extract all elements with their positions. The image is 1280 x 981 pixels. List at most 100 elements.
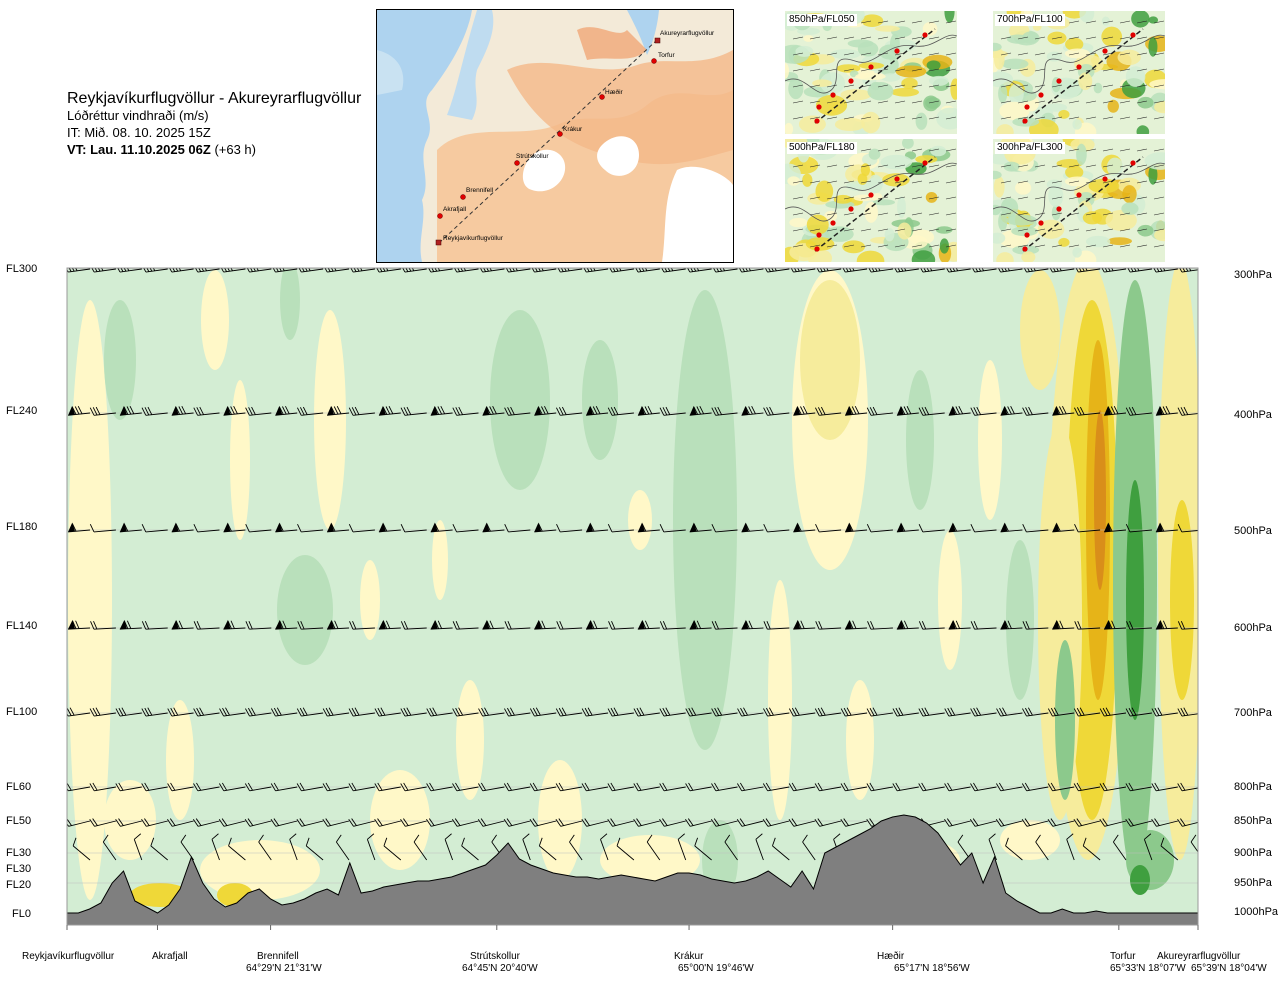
- mini-map-wind-barb: [860, 148, 872, 152]
- mini-map-wind-barb: [1102, 84, 1114, 88]
- wind-barb: [944, 818, 971, 827]
- mini-map-300hpa[interactable]: 300hPa/FL300: [993, 139, 1165, 262]
- mini-map-wind-barb: [1068, 84, 1080, 88]
- wind-barb: [430, 522, 453, 533]
- mini-map-field-cell: [1045, 103, 1068, 112]
- wind-barb: [637, 405, 660, 416]
- mini-map-wind-barb: [809, 180, 821, 184]
- wind-barb: [772, 837, 790, 861]
- mini-map-wind-barb: [1085, 196, 1097, 200]
- mini-map-field-cell: [915, 112, 928, 130]
- mini-map-wind-barb: [860, 68, 872, 72]
- mini-map-field-cell: [1154, 101, 1165, 114]
- mini-map-wind-barb: [860, 212, 872, 216]
- wind-barb: [737, 782, 764, 792]
- mini-map-waypoint: [1022, 246, 1028, 252]
- mini-map-waypoint: [922, 32, 928, 38]
- wind-barb: [970, 620, 997, 630]
- velocity-core: [1170, 500, 1194, 700]
- mini-map-field-cell: [1072, 119, 1082, 130]
- waypoint-akureyrarflugvollur: Akureyrarflugvöllur: [1157, 951, 1241, 962]
- mini-map-700hpa[interactable]: 700hPa/FL100: [993, 11, 1165, 134]
- wind-barb: [948, 522, 971, 533]
- wind-barb: [1000, 405, 1023, 416]
- mini-map-wind-barb: [1051, 180, 1063, 184]
- wind-barb: [1155, 405, 1178, 416]
- mini-map-wind-barb: [877, 100, 889, 104]
- mini-map-wind-barb: [928, 20, 940, 24]
- wind-barb: [814, 707, 842, 717]
- mini-map-wind-barb: [1136, 52, 1148, 56]
- mini-map-field-cell: [815, 180, 834, 202]
- mini-map-wind-barb: [1000, 196, 1012, 200]
- velocity-lobe: [906, 370, 934, 510]
- wind-barb: [788, 707, 816, 717]
- waypoint-akrafjall: Akrafjall: [152, 951, 188, 962]
- wind-barb: [504, 707, 531, 717]
- velocity-lobe: [104, 300, 136, 420]
- wind-barb: [400, 707, 427, 717]
- wind-barb: [1155, 522, 1178, 533]
- wind-barb: [762, 782, 790, 792]
- mini-map-850hpa[interactable]: 850hPa/FL050: [785, 11, 957, 134]
- wind-barb: [67, 782, 91, 792]
- wind-barb: [556, 524, 583, 533]
- mini-map-waypoint: [868, 192, 874, 198]
- mini-map-field-cell: [998, 84, 1008, 104]
- mini-map-label: 300hPa/FL300: [995, 142, 1065, 154]
- map-label-haedir: Hæðir: [605, 88, 624, 96]
- mini-map-wind-barb: [928, 68, 940, 72]
- map-label-krakur: Krákur: [563, 126, 583, 133]
- wind-barb: [607, 707, 634, 717]
- mini-map-wind-barb: [843, 36, 855, 40]
- mini-map-wind-barb: [1068, 228, 1080, 232]
- mini-map-wind-barb: [1085, 212, 1097, 216]
- mini-map-wind-barb: [826, 212, 838, 216]
- mini-map-wind-barb: [1051, 164, 1063, 168]
- mini-map-waypoint: [894, 48, 900, 54]
- mini-map-wind-barb: [928, 52, 940, 56]
- wind-barb: [275, 619, 298, 630]
- wind-barb: [1074, 620, 1101, 630]
- mini-map-wind-barb: [1068, 68, 1080, 72]
- wind-barb: [814, 818, 842, 827]
- wind-barb: [374, 707, 401, 717]
- mini-map-wind-barb: [928, 84, 940, 88]
- wind-barb: [1151, 707, 1178, 717]
- wind-barb: [788, 818, 816, 827]
- mini-map-wind-barb: [1153, 148, 1165, 152]
- wind-barb: [1104, 522, 1127, 533]
- wind-barb: [1066, 833, 1075, 861]
- wind-barb: [845, 405, 868, 416]
- mini-map-field-cell: [1154, 229, 1165, 242]
- mini-map-wind-barb: [911, 180, 923, 184]
- wind-barb: [444, 833, 454, 861]
- fl-label-30b: FL30: [6, 863, 32, 875]
- wind-barb: [1125, 818, 1153, 827]
- mini-map-graphic: [785, 11, 957, 134]
- mini-map-wind-barb: [792, 52, 804, 56]
- mini-map-wind-barb: [1136, 212, 1148, 216]
- wind-barb: [193, 524, 220, 533]
- mini-map-500hpa[interactable]: 500hPa/FL180: [785, 139, 957, 262]
- mini-map-wind-barb: [1153, 228, 1165, 232]
- fl-label-30a: FL30: [6, 847, 32, 859]
- mini-map-coastline: [993, 34, 1165, 94]
- wind-barb: [245, 406, 272, 416]
- mini-map-waypoint: [1102, 48, 1108, 54]
- wind-barb: [711, 707, 738, 717]
- mini-map-waypoint: [1130, 32, 1136, 38]
- wind-barb: [840, 707, 868, 717]
- mini-map-wind-barb: [826, 68, 838, 72]
- mini-map-wind-barb: [1085, 228, 1097, 232]
- wind-barb: [948, 405, 971, 416]
- wind-barb: [219, 782, 246, 792]
- mini-map-field-cell: [785, 122, 794, 134]
- mini-map-wind-barb: [894, 20, 906, 24]
- mini-map-wind-barb: [1034, 244, 1046, 248]
- wind-barb: [659, 406, 686, 416]
- velocity-core: [1020, 270, 1060, 390]
- route-map[interactable]: Akureyrarflugvöllur Torfur Hæðir Krákur …: [376, 9, 734, 263]
- wind-barb: [400, 620, 427, 630]
